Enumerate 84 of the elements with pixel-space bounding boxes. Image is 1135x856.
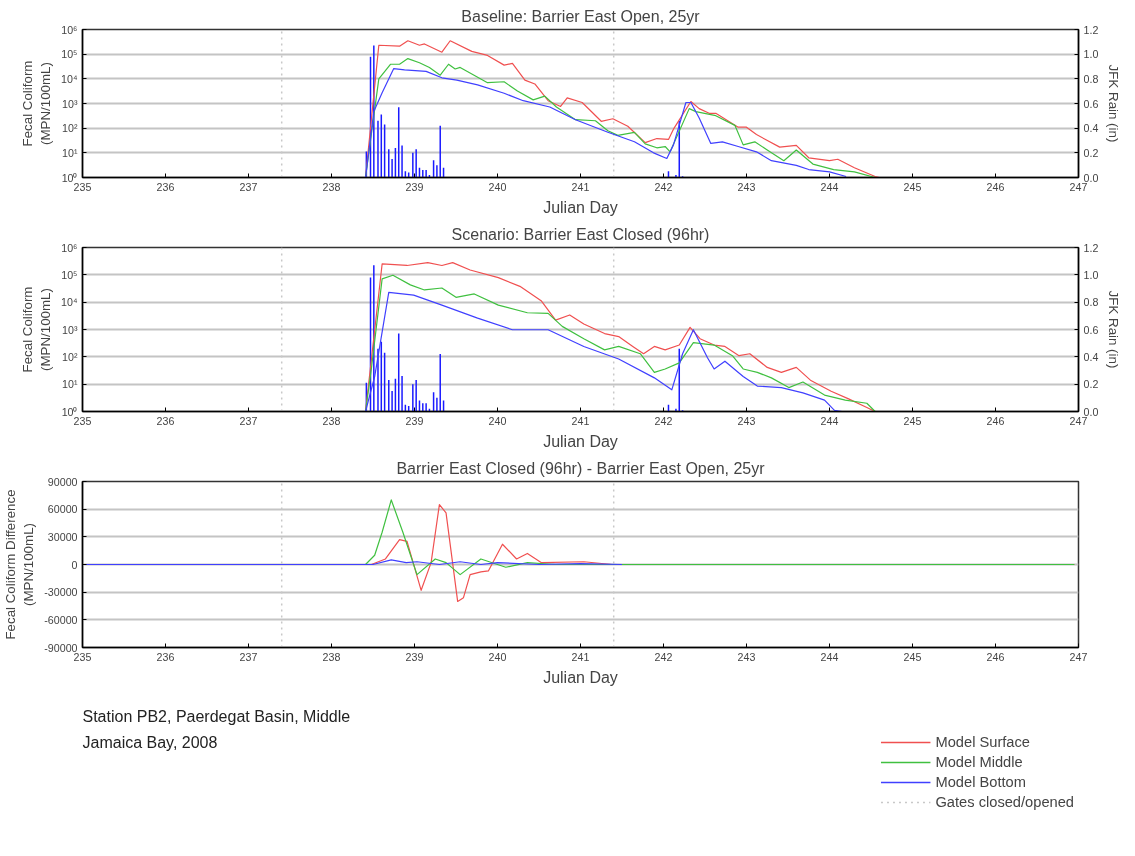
y2-tick-label: 0.2 bbox=[1083, 146, 1099, 159]
x-tick-label: 241 bbox=[571, 414, 590, 427]
y-axis-title: Fecal Coliform (MPN/100mL) bbox=[20, 286, 54, 373]
x-tick-label: 240 bbox=[488, 414, 507, 427]
y2-tick-label: 1.0 bbox=[1083, 48, 1099, 61]
chart-title: Baseline: Barrier East Open, 25yr bbox=[461, 7, 701, 25]
y-tick-label: -90000 bbox=[44, 641, 78, 654]
y-tick-label: 10² bbox=[62, 122, 78, 135]
y2-tick-label: 0.2 bbox=[1083, 378, 1099, 391]
y-tick-label: 10³ bbox=[62, 97, 78, 110]
x-tick-label: 245 bbox=[903, 650, 922, 663]
text: Jamaica Bay, 2008 bbox=[82, 733, 218, 751]
x-tick-label: 238 bbox=[322, 650, 341, 663]
x-tick-label: 236 bbox=[156, 180, 175, 193]
x-tick-label: 239 bbox=[405, 650, 424, 663]
x-tick-label: 236 bbox=[156, 650, 175, 663]
y-tick-label: 10⁵ bbox=[61, 48, 78, 61]
x-tick-label: 237 bbox=[239, 180, 258, 193]
x-tick-label: 240 bbox=[488, 180, 507, 193]
y2-tick-label: 0.4 bbox=[1083, 350, 1099, 363]
y2-tick-label: 0.8 bbox=[1083, 296, 1099, 309]
x-tick-label: 245 bbox=[903, 414, 922, 427]
y-tick-label: -60000 bbox=[44, 613, 78, 626]
x-tick-label: 237 bbox=[239, 414, 258, 427]
legend-label: Model Middle bbox=[935, 754, 1023, 770]
y2-tick-label: 0.6 bbox=[1083, 323, 1099, 336]
x-tick-label: 244 bbox=[820, 414, 839, 427]
y2-tick-label: 0.0 bbox=[1083, 405, 1099, 418]
x-tick-label: 237 bbox=[239, 650, 258, 663]
y-tick-label: 10³ bbox=[62, 323, 78, 336]
x-tick-label: 241 bbox=[571, 180, 590, 193]
x-tick-label: 246 bbox=[986, 414, 1005, 427]
legend-label: Model Surface bbox=[935, 734, 1030, 750]
x-axis-title: Julian Day bbox=[543, 198, 618, 216]
y-axis-title: Fecal Coliform (MPN/100mL) bbox=[20, 60, 54, 147]
y-axis-title: Fecal Coliform Difference (MPN/100mL) bbox=[3, 489, 37, 640]
y-tick-label: 10⁵ bbox=[61, 268, 78, 281]
x-tick-label: 240 bbox=[488, 650, 507, 663]
x-tick-label: 244 bbox=[820, 650, 839, 663]
y-tick-label: 60000 bbox=[47, 503, 78, 516]
x-tick-label: 243 bbox=[737, 650, 756, 663]
x-tick-label: 244 bbox=[820, 180, 839, 193]
x-tick-label: 236 bbox=[156, 414, 175, 427]
x-tick-label: 239 bbox=[405, 414, 424, 427]
y2-tick-label: 0.6 bbox=[1083, 97, 1099, 110]
y-tick-label: 10⁶ bbox=[61, 241, 78, 254]
y-tick-label: -30000 bbox=[44, 586, 78, 599]
legend-label: Model Bottom bbox=[935, 774, 1026, 790]
x-tick-label: 241 bbox=[571, 650, 590, 663]
y2-tick-label: 1.0 bbox=[1083, 268, 1099, 281]
y-tick-label: 10⁴ bbox=[61, 72, 78, 85]
y2-tick-label: 1.2 bbox=[1083, 23, 1099, 36]
x-tick-label: 243 bbox=[737, 414, 756, 427]
y2-tick-label: 0.8 bbox=[1083, 72, 1099, 85]
x-tick-label: 246 bbox=[986, 650, 1005, 663]
x-tick-label: 243 bbox=[737, 180, 756, 193]
y-tick-label: 90000 bbox=[47, 475, 78, 488]
x-axis-title: Julian Day bbox=[543, 432, 618, 450]
x-axis-title: Julian Day bbox=[543, 668, 618, 686]
x-tick-label: 239 bbox=[405, 180, 424, 193]
y2-axis-title: JFK Rain (in) bbox=[1106, 290, 1122, 369]
x-tick-label: 242 bbox=[654, 650, 673, 663]
y-tick-label: 0 bbox=[71, 558, 78, 571]
chart-title: Barrier East Closed (96hr) - Barrier East Open, 25yr bbox=[396, 459, 766, 477]
x-tick-label: 246 bbox=[986, 180, 1005, 193]
y2-tick-label: 0.4 bbox=[1083, 122, 1099, 135]
y-tick-label: 30000 bbox=[47, 530, 78, 543]
x-tick-label: 247 bbox=[1069, 650, 1088, 663]
y2-tick-label: 1.2 bbox=[1083, 241, 1099, 254]
x-tick-label: 245 bbox=[903, 180, 922, 193]
y-tick-label: 10¹ bbox=[62, 378, 78, 391]
y-tick-label: 10⁶ bbox=[61, 23, 78, 36]
y2-axis-title: JFK Rain (in) bbox=[1106, 64, 1122, 143]
y2-tick-label: 0.0 bbox=[1083, 171, 1099, 184]
x-tick-label: 242 bbox=[654, 414, 673, 427]
x-tick-label: 242 bbox=[654, 180, 673, 193]
y-tick-label: 10⁴ bbox=[61, 296, 78, 309]
x-tick-label: 238 bbox=[322, 414, 341, 427]
y-tick-label: 10² bbox=[62, 350, 78, 363]
legend-label: Gates closed/opened bbox=[935, 794, 1074, 810]
text: Station PB2, Paerdegat Basin, Middle bbox=[82, 708, 351, 726]
chart-title: Scenario: Barrier East Closed (96hr) bbox=[451, 225, 710, 243]
x-tick-label: 238 bbox=[322, 180, 341, 193]
y-tick-label: 10¹ bbox=[62, 146, 78, 159]
